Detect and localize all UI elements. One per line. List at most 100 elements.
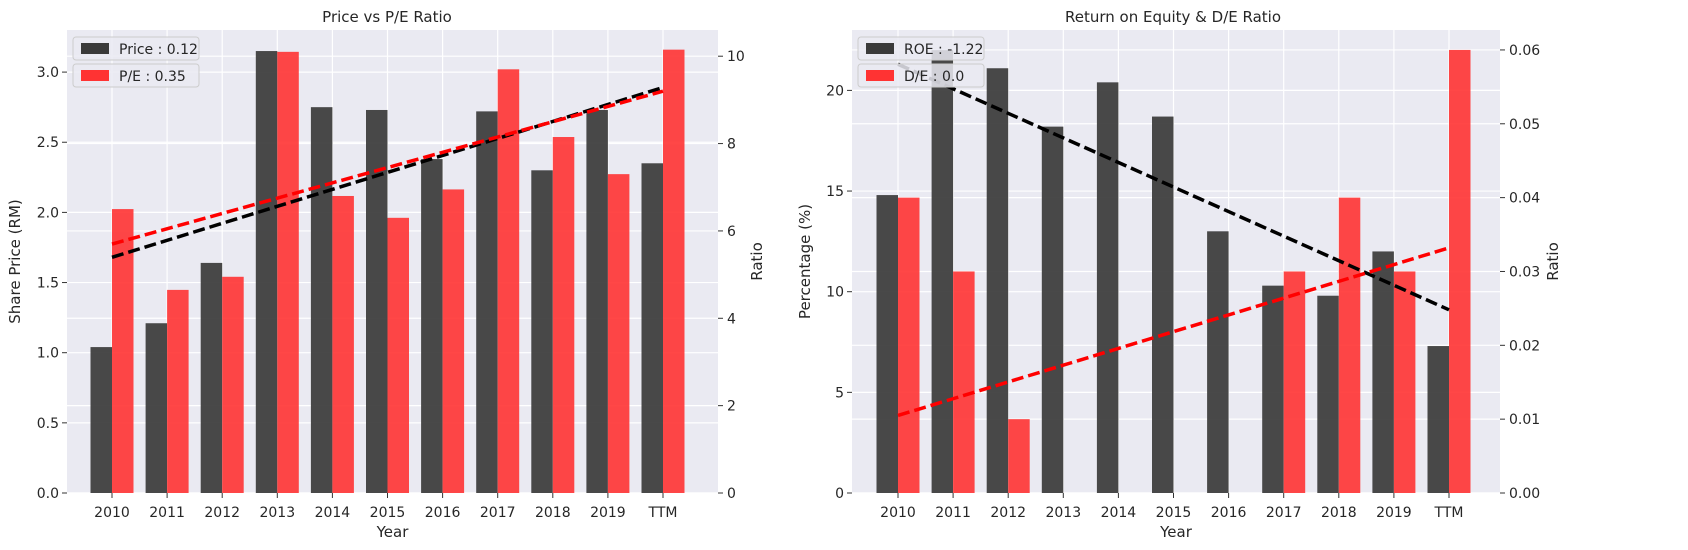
x-tick-label: 2013: [259, 505, 295, 521]
bar-pe: [442, 189, 465, 493]
x-tick-label: TTM: [648, 505, 678, 521]
bar-de: [898, 197, 920, 494]
bar-pe: [167, 289, 189, 493]
x-tick-label: 2016: [1211, 505, 1247, 521]
bar-price: [366, 109, 388, 494]
bar-price: [310, 107, 333, 494]
y2-axis-title: Ratio: [1544, 242, 1562, 281]
bar-pe: [277, 51, 299, 493]
bar-price: [145, 323, 168, 493]
bar-roe: [1262, 285, 1284, 493]
legend-swatch: [81, 43, 109, 54]
bar-roe: [931, 50, 954, 494]
x-tick-label: 2018: [1321, 505, 1357, 521]
chart-2: 0 5 10 15 20 0.00 0.01 0.02 0.03 0.04 0.05 0.06 2010…: [796, 8, 1562, 541]
bar-price: [531, 170, 553, 493]
legend-entry: ROE : -1.22: [857, 36, 985, 61]
y-tick-label: 5: [835, 385, 844, 401]
bar-pe: [497, 69, 520, 494]
x-tick-label: 2018: [535, 505, 571, 521]
bar-price: [641, 163, 663, 493]
bar-pe: [332, 195, 354, 493]
bar-de: [1338, 197, 1361, 494]
x-tick-label: 2019: [590, 505, 626, 521]
legend-box: [857, 36, 985, 61]
x-tick-label: 2010: [94, 505, 130, 521]
y2-tick-label: 0.02: [1509, 338, 1540, 354]
y2-tick-label: 0.03: [1509, 264, 1540, 280]
x-tick-label: 2011: [149, 505, 185, 521]
y-tick-label: 10: [826, 285, 844, 301]
y-axis-title: Share Price (RM): [6, 199, 24, 323]
bar-price: [476, 111, 498, 493]
y-tick-label: 1.0: [37, 346, 59, 362]
bar-roe: [1372, 251, 1394, 493]
bar-price: [200, 262, 223, 493]
bar-de: [1283, 271, 1306, 493]
y2-tick-label: 2: [727, 399, 736, 415]
x-tick-label: 2012: [204, 505, 240, 521]
y-tick-label: 2.5: [37, 135, 59, 151]
y-axis-title: Percentage (%): [796, 204, 814, 319]
trend-line: [897, 246, 1450, 418]
legend-label: Price : 0.12: [119, 42, 198, 58]
y2-tick-label: 0.00: [1509, 486, 1540, 502]
legend-entry: Price : 0.12: [72, 36, 200, 61]
chart-title: Price vs P/E Ratio: [322, 8, 452, 26]
x-tick-label: 2015: [370, 505, 406, 521]
y2-tick-label: 0: [727, 486, 736, 502]
y2-tick-label: 0.06: [1509, 43, 1540, 59]
legend-swatch: [81, 70, 109, 81]
bar-roe: [1041, 126, 1064, 493]
bar-roe: [1152, 116, 1174, 494]
bar-de: [953, 271, 975, 493]
bar-pe: [663, 49, 685, 493]
legend-swatch: [866, 43, 894, 54]
bar-pe: [112, 209, 134, 493]
bar-de: [1449, 49, 1471, 493]
x-tick-label: 2010: [880, 505, 916, 521]
legend-swatch: [866, 70, 894, 81]
legend-entry: D/E : 0.0: [857, 63, 985, 88]
bar-roe: [1207, 231, 1229, 493]
x-tick-label: 2019: [1376, 505, 1412, 521]
y2-axis-title: Ratio: [748, 242, 766, 281]
y2-tick-label: 0.04: [1509, 191, 1540, 207]
x-tick-label: 2017: [1266, 505, 1302, 521]
legend-label: ROE : -1.22: [904, 42, 983, 58]
bar-roe: [1096, 82, 1119, 494]
chart-1: 0.0 0.5 1.0 1.5 2.0 2.5 3.0 0 2 4 6 8 10 2010 2011 2012…: [6, 8, 766, 541]
x-axis-title: Year: [376, 523, 410, 541]
legend-entry: P/E : 0.35: [72, 63, 200, 88]
bar-price: [90, 347, 112, 493]
legend-box: [857, 63, 985, 88]
bar-roe: [1317, 295, 1339, 493]
y-tick-label: 3.0: [37, 65, 59, 81]
bar-price: [586, 109, 608, 494]
bar-roe: [876, 195, 898, 493]
bar-roe: [1427, 346, 1449, 493]
y2-tick-label: 10: [727, 49, 745, 65]
bar-pe: [607, 174, 630, 493]
x-tick-label: 2011: [935, 505, 971, 521]
legend-label: D/E : 0.0: [904, 69, 964, 85]
x-tick-label: 2017: [480, 505, 516, 521]
legend-label: P/E : 0.35: [119, 69, 186, 85]
x-tick-label: 2012: [990, 505, 1026, 521]
legend-box: [72, 36, 200, 61]
x-tick-label: 2014: [315, 505, 351, 521]
bar-de: [1008, 419, 1030, 493]
x-tick-label: TTM: [1434, 505, 1464, 521]
legend-box: [72, 63, 200, 88]
bar-price: [421, 159, 443, 493]
y2-tick-label: 4: [727, 311, 736, 327]
y2-tick-label: 8: [727, 137, 736, 153]
y2-tick-label: 0.01: [1509, 412, 1540, 428]
y-tick-label: 1.5: [37, 276, 59, 292]
trend-line: [897, 62, 1450, 312]
chart-title: Return on Equity & D/E Ratio: [1065, 8, 1281, 26]
bar-pe: [552, 137, 575, 493]
y-tick-label: 0.5: [37, 416, 59, 432]
bar-de: [1393, 271, 1416, 493]
